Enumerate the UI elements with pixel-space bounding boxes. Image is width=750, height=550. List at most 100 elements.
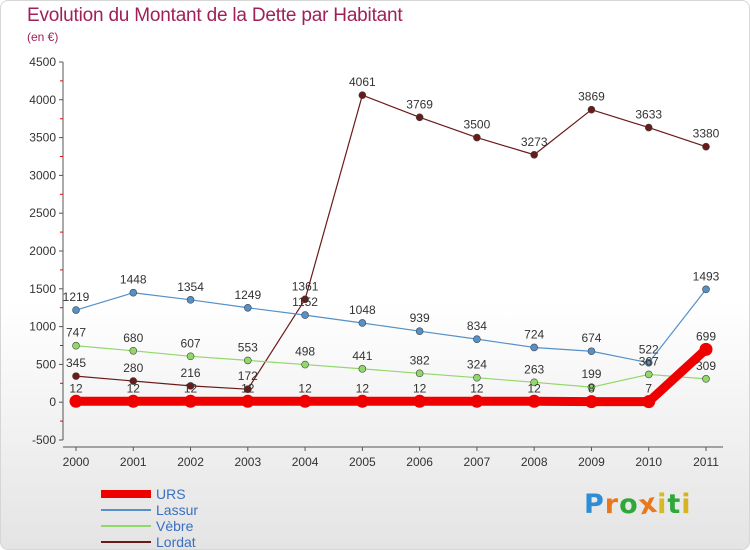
data-label-vebre: 680 bbox=[123, 331, 143, 345]
data-label-vebre: 367 bbox=[639, 354, 659, 368]
data-label-lordat: 3769 bbox=[406, 97, 433, 111]
data-label-vebre: 441 bbox=[352, 349, 372, 363]
data-point-lassur bbox=[702, 285, 710, 294]
data-label-lassur: 674 bbox=[581, 331, 601, 345]
data-point-urs bbox=[241, 394, 255, 408]
data-label-urs: 12 bbox=[298, 381, 312, 395]
data-point-urs bbox=[126, 394, 140, 408]
data-label-urs: 12 bbox=[356, 381, 370, 395]
legend-label-lordat: Lordat bbox=[156, 534, 196, 550]
data-label-urs: 699 bbox=[696, 329, 716, 343]
data-label-lordat: 216 bbox=[181, 366, 201, 380]
data-label-lordat: 3869 bbox=[578, 90, 605, 104]
logo-letter: i bbox=[657, 489, 668, 520]
y-tick-label: 2500 bbox=[29, 206, 56, 220]
data-point-urs bbox=[184, 394, 198, 408]
data-point-lordat bbox=[644, 123, 653, 132]
x-tick-label: 2009 bbox=[578, 455, 605, 469]
legend-swatch-urs bbox=[101, 490, 151, 498]
data-label-urs: 12 bbox=[184, 381, 198, 395]
x-tick-label: 2000 bbox=[63, 455, 90, 469]
data-point-lordat bbox=[186, 382, 195, 390]
x-tick-label: 2003 bbox=[234, 455, 261, 469]
y-tick-label: -500 bbox=[32, 433, 56, 447]
data-point-lassur bbox=[473, 335, 481, 343]
legend-swatch-vebre bbox=[101, 525, 151, 527]
data-label-urs: 12 bbox=[241, 381, 255, 395]
y-tick-label: 1500 bbox=[29, 282, 56, 296]
data-label-lordat: 4061 bbox=[349, 75, 376, 89]
series-line-urs bbox=[71, 344, 711, 407]
data-label-vebre: 382 bbox=[410, 353, 430, 367]
data-point-lassur bbox=[415, 327, 424, 336]
chart-subtitle: (en €) bbox=[27, 30, 59, 44]
data-point-lordat bbox=[473, 133, 481, 142]
data-label-lassur: 939 bbox=[410, 311, 430, 325]
data-point-lassur bbox=[186, 296, 195, 304]
data-label-vebre: 199 bbox=[581, 367, 601, 381]
data-label-urs: 12 bbox=[69, 381, 83, 395]
x-tick-label: 2004 bbox=[292, 455, 319, 469]
data-point-vebre bbox=[415, 369, 424, 378]
data-label-urs: 12 bbox=[470, 381, 484, 395]
data-point-lassur bbox=[72, 306, 80, 314]
data-point-lordat bbox=[129, 377, 138, 385]
logo-letter: P bbox=[584, 489, 605, 520]
data-label-lassur: 1448 bbox=[120, 273, 147, 287]
data-point-urs bbox=[527, 394, 541, 408]
y-tick-label: 500 bbox=[36, 357, 56, 371]
data-label-vebre: 263 bbox=[524, 362, 544, 376]
series-line-vebre bbox=[75, 345, 707, 388]
data-point-vebre bbox=[644, 370, 653, 379]
chart-title: Evolution du Montant de la Dette par Hab… bbox=[27, 5, 403, 26]
data-point-lassur bbox=[244, 303, 252, 312]
data-label-lordat: 1361 bbox=[292, 279, 319, 293]
data-point-lassur bbox=[587, 347, 596, 356]
logo-letter: r bbox=[604, 489, 620, 520]
data-point-lassur bbox=[301, 311, 309, 319]
y-tick-label: 4500 bbox=[29, 55, 56, 69]
data-label-lassur: 522 bbox=[639, 343, 659, 357]
data-point-vebre bbox=[587, 383, 596, 391]
data-label-vebre: 747 bbox=[66, 326, 86, 340]
data-label-lordat: 172 bbox=[238, 369, 258, 383]
data-point-vebre bbox=[530, 378, 538, 387]
data-label-urs: 7 bbox=[645, 382, 652, 396]
data-label-lassur: 834 bbox=[467, 319, 487, 333]
data-label-lassur: 1152 bbox=[292, 295, 318, 309]
data-label-lordat: 3273 bbox=[521, 135, 548, 149]
x-tick-label: 2005 bbox=[349, 455, 376, 469]
data-label-lordat: 3633 bbox=[635, 108, 662, 122]
data-point-urs bbox=[413, 394, 427, 408]
data-label-lordat: 3380 bbox=[693, 127, 720, 141]
data-label-urs: 12 bbox=[528, 381, 542, 395]
data-point-vebre bbox=[72, 341, 80, 350]
series-line-lassur bbox=[75, 288, 707, 364]
data-point-vebre bbox=[301, 360, 309, 369]
data-point-urs bbox=[699, 342, 713, 356]
x-tick-label: 2008 bbox=[521, 455, 548, 469]
logo-letter: o bbox=[619, 489, 639, 520]
data-point-vebre bbox=[244, 356, 252, 365]
legend-label-vebre: Vèbre bbox=[156, 518, 194, 534]
data-point-lordat bbox=[702, 142, 710, 151]
data-point-lordat bbox=[415, 113, 424, 122]
data-point-urs bbox=[642, 395, 656, 409]
legend-label-lassur: Lassur bbox=[156, 502, 199, 518]
legend-swatch-lordat bbox=[101, 541, 151, 543]
data-label-lordat: 345 bbox=[66, 356, 86, 370]
x-tick-label: 2010 bbox=[635, 455, 662, 469]
data-label-lassur: 724 bbox=[524, 327, 544, 341]
data-label-lassur: 1493 bbox=[693, 269, 720, 283]
data-label-vebre: 324 bbox=[467, 358, 487, 372]
logo-letter: t bbox=[667, 489, 682, 520]
data-point-vebre bbox=[358, 365, 367, 373]
data-point-urs bbox=[470, 394, 484, 408]
data-point-lassur bbox=[358, 319, 367, 327]
data-point-lordat bbox=[72, 372, 80, 380]
x-tick-label: 2007 bbox=[464, 455, 491, 469]
data-point-lordat bbox=[530, 150, 538, 159]
y-tick-label: 4000 bbox=[29, 93, 56, 107]
data-label-lassur: 1249 bbox=[234, 288, 261, 302]
